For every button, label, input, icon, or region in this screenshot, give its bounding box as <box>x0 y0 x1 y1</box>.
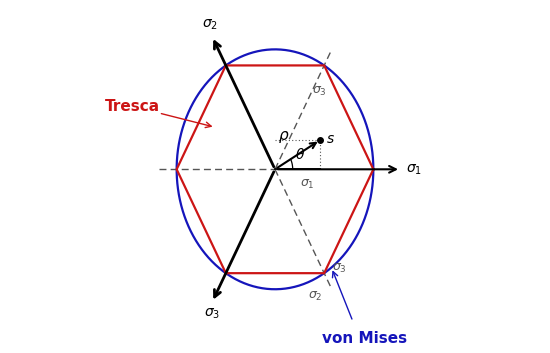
Text: $\sigma_1$: $\sigma_1$ <box>406 162 422 176</box>
Text: $s$: $s$ <box>326 132 335 146</box>
Text: $\theta$: $\theta$ <box>295 147 305 162</box>
Text: Tresca: Tresca <box>104 100 160 114</box>
Text: $\sigma_2$: $\sigma_2$ <box>308 289 322 303</box>
Text: $\sigma_3$: $\sigma_3$ <box>332 262 347 275</box>
Text: $\sigma_3$: $\sigma_3$ <box>312 85 327 98</box>
Text: $\sigma_1$: $\sigma_1$ <box>300 178 315 191</box>
Text: $\rho$: $\rho$ <box>278 129 289 145</box>
Text: von Mises: von Mises <box>322 331 408 346</box>
Text: $\sigma_2$: $\sigma_2$ <box>202 17 218 31</box>
Text: $\sigma_3$: $\sigma_3$ <box>204 307 220 322</box>
